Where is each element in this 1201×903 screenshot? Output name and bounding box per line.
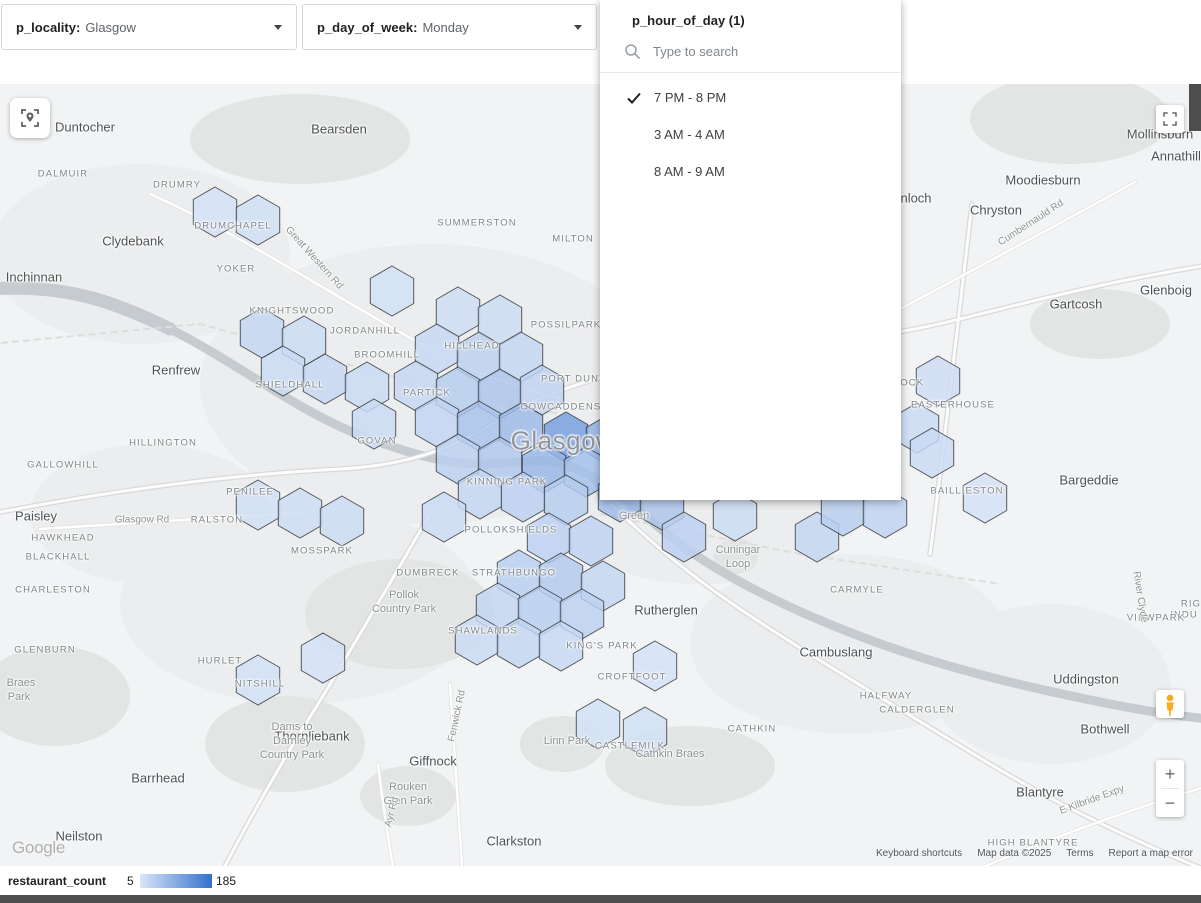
legend-field-name: restaurant_count [8, 874, 107, 888]
filter-day-value: Monday [422, 19, 469, 35]
hexbin-cell[interactable] [712, 490, 758, 542]
pegman-icon [1166, 694, 1174, 717]
hour-options: 7 PM - 8 PM 3 AM - 4 AM 8 AM - 9 AM [600, 73, 901, 190]
pin-viewfinder-icon [21, 109, 39, 127]
hexbin-cell[interactable] [192, 186, 238, 238]
hexbin-cell[interactable] [277, 487, 323, 539]
filter-locality-value: Glasgow [85, 19, 136, 35]
fullscreen-icon [1163, 112, 1177, 126]
attribution-link[interactable]: Keyboard shortcuts [876, 848, 963, 859]
hexbin-cell[interactable] [500, 471, 546, 523]
filter-locality[interactable]: p_locality: Glasgow [1, 4, 297, 50]
hexbin-cell[interactable] [421, 491, 467, 543]
panel-search-row [600, 37, 901, 73]
filter-day-of-week[interactable]: p_day_of_week: Monday [302, 4, 597, 50]
hexbin-cell[interactable] [235, 654, 281, 706]
hour-of-day-filter-panel: p_hour_of_day (1) 7 PM - 8 PM 3 AM - 4 AM… [600, 0, 901, 500]
hour-option[interactable]: 3 AM - 4 AM [600, 116, 901, 153]
zoom-control: + − [1156, 760, 1184, 817]
pegman-button[interactable] [1156, 690, 1184, 718]
zoom-divider [1161, 788, 1179, 789]
hour-option[interactable]: 8 AM - 9 AM [600, 153, 901, 190]
hexbin-cell[interactable] [351, 398, 397, 450]
hexbin-cell[interactable] [300, 632, 346, 684]
legend-max-value: 185 [216, 874, 237, 888]
legend-bar: restaurant_count 5 185 [0, 866, 1201, 895]
search-input[interactable] [651, 43, 885, 60]
hexbin-cell[interactable] [538, 620, 584, 672]
hexbin-cell[interactable] [319, 495, 365, 547]
hexbin-cell[interactable] [661, 511, 707, 563]
hour-option-label: 7 PM - 8 PM [654, 90, 727, 105]
filter-locality-label: p_locality [16, 19, 76, 35]
panel-title: p_hour_of_day (1) [632, 13, 745, 28]
search-icon [625, 44, 641, 60]
vertical-scrollbar-thumb[interactable] [1189, 84, 1201, 131]
zoom-out-button[interactable]: − [1164, 792, 1176, 813]
hour-option-label: 8 AM - 9 AM [654, 164, 725, 179]
hexbin-cell[interactable] [496, 617, 542, 669]
hexbin-cell[interactable] [962, 472, 1008, 524]
hexbin-cell[interactable] [915, 355, 961, 407]
hour-option[interactable]: 7 PM - 8 PM [600, 79, 901, 116]
check-icon [626, 90, 654, 106]
attribution-link[interactable]: Report a map error [1108, 848, 1193, 859]
hexbin-cell[interactable] [235, 194, 281, 246]
chevron-down-icon [574, 24, 582, 30]
park-areas [0, 84, 1170, 826]
filter-separator: : [413, 19, 418, 35]
horizontal-scrollbar[interactable] [0, 895, 1201, 903]
hexbin-cell[interactable] [260, 345, 306, 397]
fullscreen-button[interactable] [1156, 105, 1184, 133]
hexbin-cell[interactable] [369, 265, 415, 317]
attribution-link[interactable]: Terms [1066, 848, 1094, 859]
attribution-link[interactable]: Map data ©2025 [977, 848, 1052, 859]
chevron-down-icon [274, 24, 282, 30]
hexbin-cell[interactable] [302, 353, 348, 405]
filter-day-label: p_day_of_week [317, 19, 414, 35]
google-logo[interactable]: Google [12, 838, 66, 857]
hexbin-cell[interactable] [235, 479, 281, 531]
zoom-in-button[interactable]: + [1164, 763, 1176, 784]
hexbin-cell[interactable] [457, 468, 503, 520]
recenter-control-button[interactable] [10, 98, 50, 138]
hexbin-cell[interactable] [909, 427, 955, 479]
hexbin-cell[interactable] [568, 515, 614, 567]
map-attribution: Keyboard shortcuts Map data ©2025 Terms Rep… [876, 848, 1193, 859]
hexbin-cell[interactable] [862, 487, 908, 539]
hexbin-cell[interactable] [575, 698, 621, 750]
legend-min-value: 5 [127, 874, 134, 888]
legend-gradient [140, 874, 212, 888]
filter-separator: : [75, 19, 81, 35]
hexbin-cell[interactable] [622, 706, 668, 758]
hexbin-cell[interactable] [632, 640, 678, 692]
hexbin-cell[interactable] [454, 614, 500, 666]
hour-option-label: 3 AM - 4 AM [654, 127, 725, 142]
